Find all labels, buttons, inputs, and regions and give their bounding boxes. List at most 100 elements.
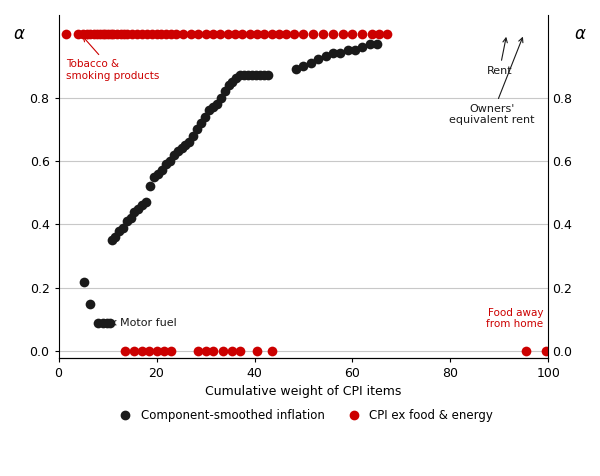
- Point: [137, 347, 146, 355]
- Point: [78, 30, 88, 38]
- Point: [100, 30, 110, 38]
- Point: [350, 46, 360, 54]
- Point: [105, 319, 115, 327]
- Point: [106, 30, 116, 38]
- Text: Food away
from home: Food away from home: [487, 307, 544, 329]
- Point: [147, 30, 157, 38]
- Point: [149, 173, 159, 181]
- Point: [251, 71, 261, 79]
- Point: [259, 71, 269, 79]
- Point: [103, 30, 113, 38]
- Point: [208, 30, 218, 38]
- Point: [169, 151, 178, 159]
- Point: [142, 30, 152, 38]
- Point: [98, 319, 107, 327]
- Point: [382, 30, 392, 38]
- Point: [161, 30, 171, 38]
- Point: [173, 148, 182, 155]
- Point: [126, 214, 136, 222]
- Point: [263, 71, 272, 79]
- Point: [145, 183, 155, 190]
- Point: [157, 30, 166, 38]
- Point: [235, 71, 245, 79]
- Point: [328, 30, 338, 38]
- Point: [152, 347, 161, 355]
- Point: [208, 347, 218, 355]
- Point: [120, 347, 130, 355]
- Point: [230, 30, 240, 38]
- Point: [185, 138, 194, 146]
- Point: [227, 78, 237, 86]
- Point: [201, 347, 211, 355]
- Point: [220, 88, 229, 95]
- Point: [165, 157, 175, 165]
- Point: [255, 71, 265, 79]
- Point: [193, 126, 202, 133]
- Point: [365, 40, 374, 48]
- Point: [313, 56, 323, 63]
- Point: [177, 145, 187, 152]
- Point: [318, 30, 328, 38]
- Legend: Component-smoothed inflation, CPI ex food & energy: Component-smoothed inflation, CPI ex foo…: [109, 405, 498, 427]
- Point: [267, 347, 277, 355]
- Point: [292, 65, 301, 73]
- Point: [92, 30, 101, 38]
- Point: [367, 30, 377, 38]
- Point: [166, 347, 176, 355]
- X-axis label: Cumulative weight of CPI items: Cumulative weight of CPI items: [205, 385, 401, 398]
- Point: [200, 113, 210, 120]
- Point: [137, 201, 147, 209]
- Point: [238, 30, 247, 38]
- Point: [208, 103, 218, 111]
- Point: [122, 218, 132, 225]
- Point: [172, 30, 181, 38]
- Point: [281, 30, 291, 38]
- Point: [328, 50, 338, 57]
- Point: [338, 30, 347, 38]
- Point: [224, 81, 233, 89]
- Point: [252, 30, 262, 38]
- Point: [216, 94, 226, 101]
- Point: [232, 75, 241, 82]
- Point: [134, 205, 143, 212]
- Point: [188, 132, 198, 139]
- Text: $\alpha$: $\alpha$: [574, 26, 587, 42]
- Point: [372, 40, 382, 48]
- Point: [73, 30, 83, 38]
- Point: [159, 347, 169, 355]
- Point: [61, 30, 71, 38]
- Point: [215, 30, 225, 38]
- Point: [114, 227, 124, 235]
- Point: [110, 233, 120, 241]
- Point: [299, 62, 308, 69]
- Text: Rent: Rent: [487, 38, 512, 76]
- Point: [86, 300, 95, 307]
- Point: [82, 30, 92, 38]
- Point: [274, 30, 284, 38]
- Point: [107, 237, 117, 244]
- Point: [98, 30, 107, 38]
- Point: [145, 347, 154, 355]
- Point: [204, 107, 214, 114]
- Text: Owners'
equivalent rent: Owners' equivalent rent: [449, 38, 535, 126]
- Point: [122, 30, 132, 38]
- Point: [335, 50, 345, 57]
- Point: [102, 319, 112, 327]
- Point: [95, 30, 104, 38]
- Point: [521, 347, 531, 355]
- Point: [267, 30, 277, 38]
- Point: [308, 30, 318, 38]
- Point: [186, 30, 196, 38]
- Text: Motor fuel: Motor fuel: [112, 318, 176, 328]
- Point: [299, 30, 308, 38]
- Point: [227, 347, 237, 355]
- Point: [358, 30, 367, 38]
- Point: [347, 30, 357, 38]
- Point: [157, 167, 167, 174]
- Point: [289, 30, 298, 38]
- Point: [374, 30, 384, 38]
- Point: [161, 160, 170, 168]
- Point: [245, 30, 254, 38]
- Point: [218, 347, 227, 355]
- Point: [130, 208, 139, 216]
